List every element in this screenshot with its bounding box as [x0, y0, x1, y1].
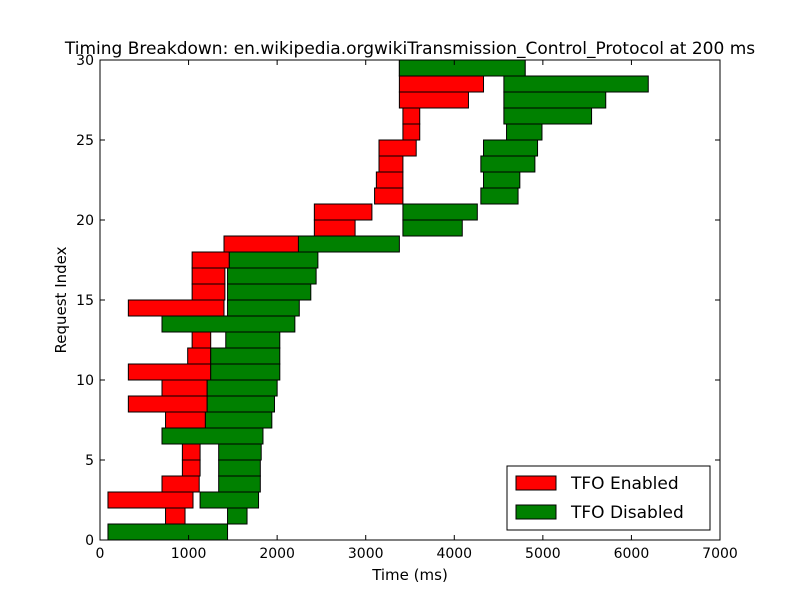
y-tick-label: 20 — [76, 213, 94, 229]
legend: TFO Enabled TFO Disabled — [506, 465, 711, 531]
bar-tfo-disabled-17 — [228, 251, 319, 269]
bar-tfo-disabled-4 — [218, 459, 261, 477]
x-tick-label: 2000 — [259, 546, 295, 562]
bar-tfo-disabled-0 — [107, 523, 229, 541]
y-tick-label: 15 — [76, 293, 94, 309]
bar-tfo-disabled-26 — [503, 107, 593, 125]
bar-tfo-disabled-2 — [199, 491, 260, 509]
y-tick-label: 5 — [85, 453, 94, 469]
bar-tfo-enabled-23 — [378, 155, 404, 173]
bar-tfo-enabled-20 — [313, 203, 373, 221]
bar-tfo-disabled-25 — [506, 123, 543, 141]
x-tick-label: 6000 — [614, 546, 650, 562]
bar-tfo-enabled-14 — [127, 299, 225, 317]
bar-tfo-disabled-28 — [503, 75, 649, 93]
bar-tfo-disabled-29 — [398, 59, 526, 77]
x-tick-label: 7000 — [702, 546, 738, 562]
bar-tfo-disabled-21 — [480, 187, 519, 205]
x-tick-label: 0 — [96, 546, 105, 562]
bar-tfo-disabled-22 — [483, 171, 521, 189]
legend-swatch-tfo-enabled — [515, 475, 557, 491]
bar-tfo-enabled-16 — [191, 267, 226, 285]
bar-tfo-disabled-24 — [483, 139, 539, 157]
bar-tfo-enabled-25 — [402, 123, 421, 141]
bar-tfo-enabled-22 — [375, 171, 404, 189]
y-tick-label: 0 — [85, 533, 94, 549]
y-axis: 0 5 10 15 20 25 30 — [76, 53, 720, 549]
bar-tfo-enabled-19 — [313, 219, 356, 237]
bar-tfo-enabled-2 — [107, 491, 194, 509]
bar-tfo-enabled-7 — [165, 411, 206, 429]
bar-tfo-disabled-7 — [204, 411, 273, 429]
bar-tfo-disabled-19 — [402, 219, 463, 237]
bar-tfo-enabled-28 — [398, 75, 485, 93]
bar-tfo-disabled-8 — [206, 395, 275, 413]
bar-tfo-enabled-8 — [127, 395, 208, 413]
y-tick-label: 10 — [76, 373, 94, 389]
y-axis-label: Request Index — [52, 246, 70, 353]
x-axis: 0 1000 2000 3000 4000 5000 6000 7000 — [96, 60, 738, 562]
x-tick-label: 1000 — [171, 546, 207, 562]
bar-tfo-enabled-24 — [378, 139, 417, 157]
bar-tfo-disabled-23 — [480, 155, 536, 173]
y-tick-label: 30 — [76, 53, 94, 69]
bar-tfo-disabled-15 — [227, 283, 312, 301]
bar-tfo-disabled-10 — [210, 363, 281, 381]
x-tick-label: 5000 — [525, 546, 561, 562]
bar-tfo-enabled-5 — [181, 443, 201, 461]
bar-tfo-disabled-14 — [227, 299, 300, 317]
bar-tfo-enabled-3 — [161, 475, 200, 493]
bar-tfo-disabled-5 — [218, 443, 262, 461]
bar-tfo-enabled-26 — [402, 107, 421, 125]
bar-tfo-enabled-15 — [191, 283, 226, 301]
bar-tfo-disabled-6 — [161, 427, 264, 445]
bar-tfo-disabled-1 — [227, 507, 248, 525]
legend-label-tfo-enabled: TFO Enabled — [570, 474, 679, 494]
chart-title: Timing Breakdown: en.wikipedia.orgwikiTr… — [64, 39, 755, 59]
bar-tfo-disabled-18 — [297, 235, 400, 253]
plot-bars — [107, 59, 649, 541]
x-axis-label: Time (ms) — [371, 566, 448, 584]
bar-tfo-disabled-20 — [402, 203, 478, 221]
bar-tfo-disabled-16 — [227, 267, 317, 285]
bar-tfo-enabled-27 — [398, 91, 469, 109]
bar-tfo-enabled-1 — [165, 507, 186, 525]
legend-label-tfo-disabled: TFO Disabled — [570, 503, 684, 523]
bar-tfo-disabled-27 — [503, 91, 607, 109]
bar-tfo-disabled-11 — [210, 347, 281, 365]
bar-tfo-enabled-12 — [191, 331, 212, 349]
bar-tfo-enabled-17 — [191, 251, 230, 269]
bar-tfo-disabled-9 — [206, 379, 278, 397]
bar-tfo-enabled-11 — [187, 347, 212, 365]
bar-tfo-disabled-12 — [225, 331, 281, 349]
bar-tfo-enabled-10 — [127, 363, 212, 381]
y-tick-label: 25 — [76, 133, 94, 149]
legend-swatch-tfo-disabled — [515, 504, 557, 520]
bar-tfo-enabled-4 — [181, 459, 201, 477]
bar-tfo-disabled-3 — [218, 475, 261, 493]
x-tick-label: 4000 — [436, 546, 472, 562]
bar-tfo-enabled-21 — [374, 187, 404, 205]
bar-tfo-enabled-9 — [161, 379, 208, 397]
x-tick-label: 3000 — [348, 546, 384, 562]
bar-tfo-disabled-13 — [161, 315, 296, 333]
